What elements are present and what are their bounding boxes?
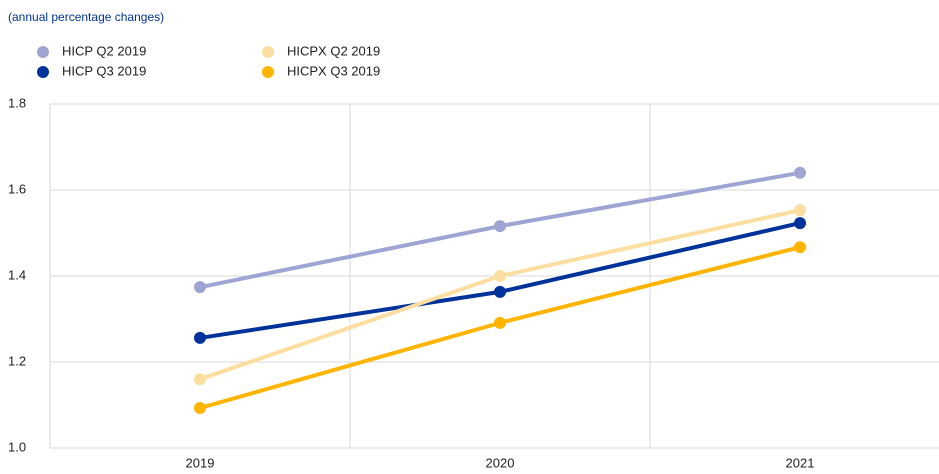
data-point xyxy=(794,217,806,230)
y-tick-label: 1.8 xyxy=(8,95,26,110)
y-tick-label: 1.6 xyxy=(8,181,26,196)
data-point xyxy=(494,270,506,282)
y-tick-label: 1.0 xyxy=(8,439,26,454)
y-tick-label: 1.2 xyxy=(8,353,26,368)
data-point xyxy=(194,373,206,386)
legend-marker xyxy=(37,66,49,78)
data-point xyxy=(494,285,506,298)
legend-label: HICPX Q3 2019 xyxy=(287,63,380,78)
legend-marker xyxy=(262,66,274,78)
data-point xyxy=(794,241,806,254)
x-tick-label: 2019 xyxy=(186,455,215,470)
legend-label: HICP Q3 2019 xyxy=(62,63,146,78)
chart-subtitle: (annual percentage changes) xyxy=(8,10,164,24)
x-tick-label: 2020 xyxy=(486,455,515,470)
legend-marker xyxy=(262,46,274,58)
legend-marker xyxy=(37,46,49,58)
data-point xyxy=(494,316,506,329)
data-point xyxy=(194,331,206,344)
x-tick-label: 2021 xyxy=(786,455,815,470)
legend-label: HICPX Q2 2019 xyxy=(287,43,380,58)
data-point xyxy=(194,402,206,415)
y-tick-label: 1.4 xyxy=(8,267,26,282)
data-point xyxy=(194,281,206,294)
data-point xyxy=(794,166,806,179)
data-point xyxy=(794,204,806,217)
legend-label: HICP Q2 2019 xyxy=(62,43,146,58)
data-point xyxy=(494,220,506,233)
